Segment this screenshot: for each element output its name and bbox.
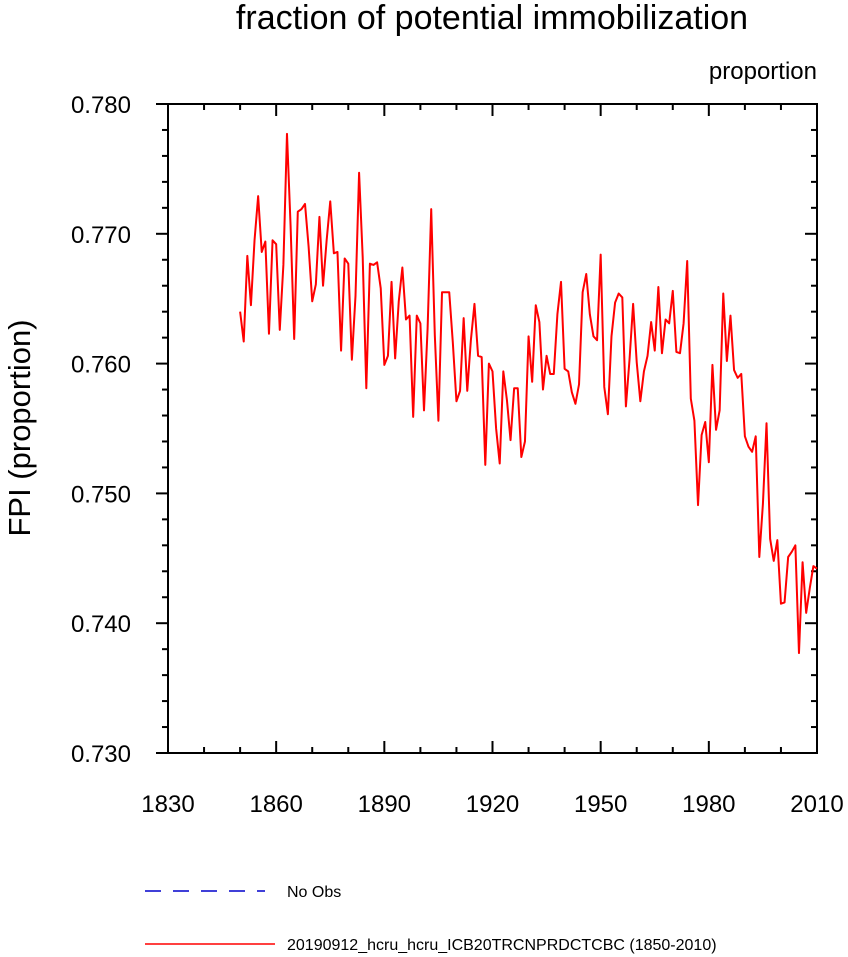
legend-label-no-obs: No Obs <box>287 884 341 901</box>
plot-area <box>239 132 818 655</box>
axis-ticks <box>156 103 818 754</box>
y-tick-label: 0.760 <box>71 352 131 379</box>
y-tick-label: 0.740 <box>71 611 131 638</box>
x-tick-label: 2010 <box>790 791 843 818</box>
chart-subtitle: proportion <box>709 58 817 85</box>
y-tick-labels: 0.730 0.740 0.750 0.760 0.770 0.780 <box>71 92 131 768</box>
x-tick-label: 1980 <box>682 791 735 818</box>
y-tick-label: 0.750 <box>71 481 131 508</box>
y-axis-label: FPI (proportion) <box>2 319 37 536</box>
series-line-1 <box>239 132 818 655</box>
legend: No Obs 20190912_hcru_hcru_ICB20TRCNPRDCT… <box>145 884 717 954</box>
y-tick-label: 0.770 <box>71 222 131 249</box>
y-tick-label: 0.780 <box>71 92 131 119</box>
legend-label-model: 20190912_hcru_hcru_ICB20TRCNPRDCTCBC (18… <box>287 937 717 954</box>
x-tick-label: 1860 <box>249 791 302 818</box>
chart-title: fraction of potential immobilization <box>236 0 748 37</box>
x-tick-labels: 1830 1860 1890 1920 1950 1980 2010 <box>141 791 843 818</box>
x-tick-label: 1920 <box>466 791 519 818</box>
x-tick-label: 1830 <box>141 791 194 818</box>
y-tick-label: 0.730 <box>71 741 131 768</box>
x-tick-label: 1890 <box>358 791 411 818</box>
plot-frame <box>167 103 818 754</box>
x-tick-label: 1950 <box>574 791 627 818</box>
